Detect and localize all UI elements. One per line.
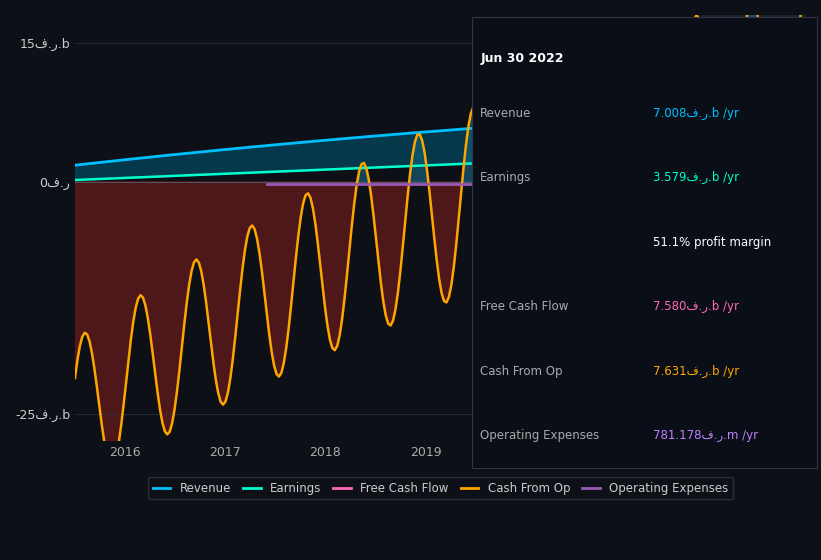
Text: 7.580ف.ر.b /yr: 7.580ف.ر.b /yr [653, 300, 739, 313]
Text: Jun 30 2022: Jun 30 2022 [480, 52, 564, 65]
Text: Operating Expenses: Operating Expenses [480, 429, 599, 442]
Text: 51.1% profit margin: 51.1% profit margin [653, 236, 771, 249]
Text: Earnings: Earnings [480, 171, 532, 184]
Text: Free Cash Flow: Free Cash Flow [480, 300, 569, 313]
Text: 7.631ف.ر.b /yr: 7.631ف.ر.b /yr [653, 365, 739, 377]
Text: 781.178ف.ر.m /yr: 781.178ف.ر.m /yr [653, 429, 758, 442]
Legend: Revenue, Earnings, Free Cash Flow, Cash From Op, Operating Expenses: Revenue, Earnings, Free Cash Flow, Cash … [148, 477, 733, 500]
Text: Cash From Op: Cash From Op [480, 365, 562, 377]
Bar [701, 15, 806, 441]
Text: 3.579ف.ر.b /yr: 3.579ف.ر.b /yr [653, 171, 739, 184]
Text: 7.008ف.ر.b /yr: 7.008ف.ر.b /yr [653, 107, 739, 120]
Text: Revenue: Revenue [480, 107, 532, 120]
